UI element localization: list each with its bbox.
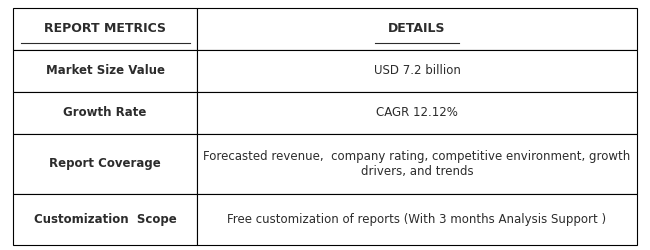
Bar xyxy=(13,134,197,194)
Bar xyxy=(197,8,637,50)
Text: Report Coverage: Report Coverage xyxy=(49,158,161,170)
Bar xyxy=(13,194,197,245)
Text: Forecasted revenue,  company rating, competitive environment, growth
drivers, an: Forecasted revenue, company rating, comp… xyxy=(203,150,630,178)
Bar xyxy=(13,92,197,134)
Text: Market Size Value: Market Size Value xyxy=(46,64,164,77)
Text: USD 7.2 billion: USD 7.2 billion xyxy=(374,64,460,77)
Bar xyxy=(197,50,637,92)
Bar xyxy=(197,194,637,245)
Text: CAGR 12.12%: CAGR 12.12% xyxy=(376,106,458,119)
Text: Customization  Scope: Customization Scope xyxy=(34,213,176,226)
Bar xyxy=(197,134,637,194)
Text: Growth Rate: Growth Rate xyxy=(63,106,147,119)
Text: Free customization of reports (With 3 months Analysis Support ): Free customization of reports (With 3 mo… xyxy=(227,213,606,226)
Bar xyxy=(13,8,197,50)
Text: DETAILS: DETAILS xyxy=(388,22,446,35)
Text: REPORT METRICS: REPORT METRICS xyxy=(44,22,166,35)
Bar xyxy=(197,92,637,134)
Bar xyxy=(13,50,197,92)
